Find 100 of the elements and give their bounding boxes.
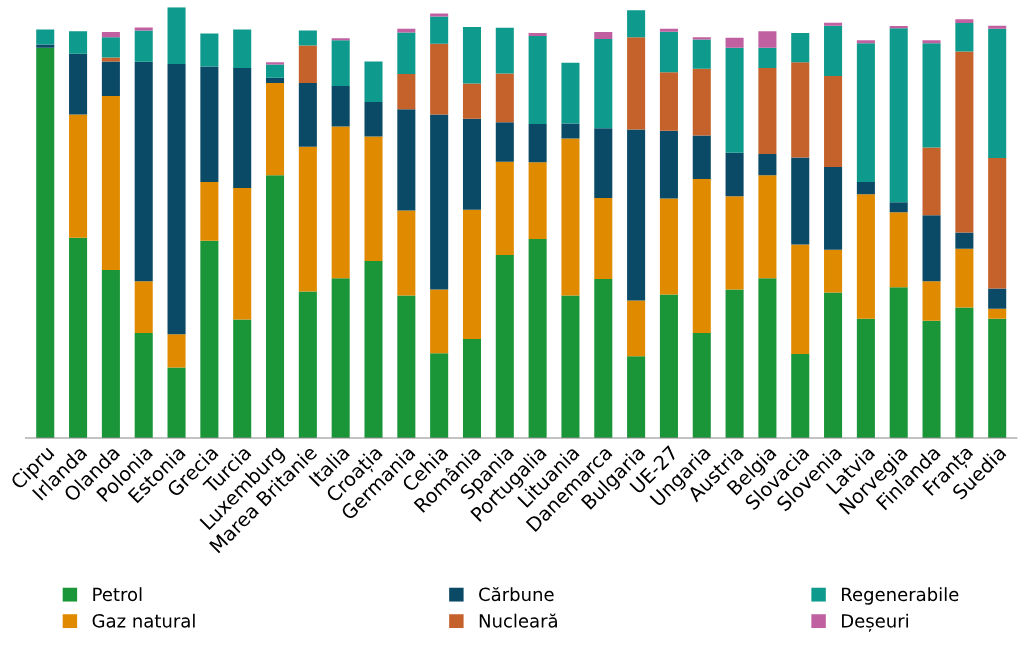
bar (561, 62, 580, 124)
bar (462, 118, 482, 210)
bar (594, 39, 613, 129)
bar (692, 68, 711, 136)
bar (856, 182, 875, 195)
bar (627, 37, 646, 130)
bar (495, 122, 514, 162)
bar (594, 128, 613, 199)
bar (889, 287, 908, 439)
bar (758, 31, 777, 48)
bar (692, 39, 711, 69)
bar (36, 44, 55, 48)
bar (955, 307, 974, 439)
bar (692, 179, 711, 333)
bar (134, 332, 153, 439)
bar (528, 36, 547, 124)
bar (791, 244, 810, 355)
bar (364, 260, 383, 439)
bar (922, 320, 941, 439)
bar (791, 354, 810, 439)
bar (988, 28, 1007, 158)
bar (233, 319, 252, 439)
bar (233, 67, 252, 189)
bar (233, 29, 252, 68)
bar (134, 30, 153, 62)
bar (692, 37, 711, 40)
bar (397, 28, 416, 33)
bar (791, 32, 810, 63)
bar (955, 232, 974, 249)
bar (659, 294, 678, 439)
bar (692, 135, 711, 180)
bar (791, 157, 810, 245)
bar (69, 53, 88, 115)
bar (462, 83, 482, 119)
bar (266, 175, 285, 439)
bar (528, 32, 547, 36)
bar (856, 318, 875, 439)
bar (627, 129, 646, 301)
bar (856, 43, 875, 183)
bar (692, 332, 711, 439)
bar (298, 291, 317, 439)
bar (561, 138, 580, 296)
bar (69, 237, 88, 439)
legend-label: Gaz natural (92, 613, 195, 628)
bar (922, 215, 941, 282)
bar (134, 27, 153, 31)
bar (758, 175, 777, 279)
bar (725, 152, 744, 197)
bar (758, 154, 777, 176)
bar (101, 95, 120, 270)
bar (462, 26, 482, 84)
bar (101, 61, 120, 96)
bar (364, 61, 383, 102)
bar (627, 10, 646, 38)
bar (397, 73, 416, 110)
bar (462, 209, 482, 339)
bar (824, 22, 843, 26)
bar (101, 269, 120, 439)
bar (988, 318, 1007, 439)
bar (430, 43, 449, 115)
legend-label: Regenerabile (842, 587, 959, 605)
bar (758, 278, 777, 439)
bar (266, 62, 285, 65)
bar (561, 123, 580, 139)
bar (134, 281, 153, 333)
bar (430, 114, 449, 290)
bar (889, 212, 908, 288)
bar (298, 82, 317, 147)
bar (167, 367, 186, 439)
bar (988, 308, 1007, 319)
bar (331, 278, 350, 439)
bar (298, 45, 317, 83)
legend-label: Petrol (93, 587, 142, 602)
bar (856, 40, 875, 44)
bar (200, 182, 219, 241)
bar (36, 29, 55, 45)
bar (856, 194, 875, 319)
bar (331, 126, 350, 279)
bar (922, 43, 941, 148)
bar (528, 162, 547, 239)
bar (955, 51, 974, 233)
bar (266, 82, 285, 176)
bar (725, 47, 744, 153)
bar (594, 198, 613, 280)
bar (397, 210, 416, 296)
bar (69, 114, 88, 238)
bar (430, 13, 449, 17)
bar (561, 295, 580, 439)
bar (200, 66, 219, 183)
bar (824, 292, 843, 439)
bar (627, 356, 646, 439)
bar (101, 37, 120, 58)
bar (134, 61, 153, 282)
bar (331, 85, 350, 127)
bar (659, 198, 678, 295)
bar (988, 288, 1007, 309)
bar (430, 16, 449, 44)
bar (495, 254, 514, 439)
bar (627, 300, 646, 357)
bar (824, 25, 843, 77)
